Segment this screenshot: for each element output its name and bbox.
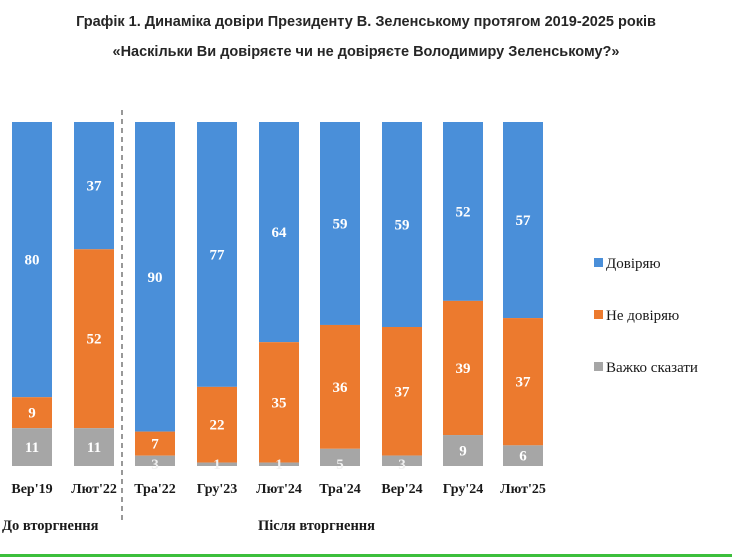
data-label: 52 <box>87 332 102 348</box>
data-label: 37 <box>395 384 411 400</box>
bar-segment <box>259 462 299 466</box>
data-label: 52 <box>456 204 471 220</box>
data-label: 11 <box>87 440 101 456</box>
data-label: 35 <box>272 395 287 411</box>
bar-segment <box>320 122 360 325</box>
x-tick-label: Тра'24 <box>319 482 360 497</box>
bar-segment <box>320 448 360 466</box>
data-label: 57 <box>516 213 532 229</box>
group-label: Після вторгнення <box>258 518 375 534</box>
bar-segment <box>382 327 422 456</box>
x-tick-label: Тра'22 <box>134 482 175 497</box>
chart-subtitle: «Наскільки Ви довіряєте чи не довіряєте … <box>112 44 620 60</box>
data-label: 36 <box>333 380 349 396</box>
data-label: 9 <box>459 444 467 460</box>
data-label: 77 <box>210 247 226 263</box>
bar-segment <box>503 445 543 466</box>
data-label: 37 <box>87 179 103 195</box>
data-label: 64 <box>272 225 288 241</box>
bar-segment <box>197 122 237 387</box>
x-tick-label: Гру'24 <box>443 482 484 497</box>
data-label: 59 <box>333 216 348 232</box>
bar-segment <box>12 122 52 398</box>
bar-segment <box>197 386 237 463</box>
bar-segment <box>382 455 422 466</box>
group-label: До вторгнення <box>2 518 99 534</box>
bar-segment <box>259 122 299 343</box>
x-tick-label: Вер'24 <box>381 482 422 497</box>
legend-swatch <box>594 310 603 319</box>
data-label: 59 <box>395 218 410 234</box>
x-axis-ticks: Вер'19 Лют'22 Тра'22 Гру'23 Лют'24 Тра'24 Вер'… <box>11 482 545 497</box>
bar-segment <box>135 431 175 456</box>
bar-segment <box>135 455 175 466</box>
legend-label: Важко сказати <box>606 360 698 376</box>
bar-segment <box>135 122 175 432</box>
bar-segment <box>197 462 237 466</box>
data-label: 9 <box>28 406 36 422</box>
legend-label: Не довіряю <box>606 308 679 324</box>
bar-segment <box>382 122 422 328</box>
bar-segment <box>12 397 52 429</box>
bar-segment <box>74 249 114 429</box>
bar-segment <box>74 428 114 466</box>
legend: Довіряю Не довіряю Важко сказати <box>594 256 698 376</box>
x-tick-label: Гру'23 <box>197 482 238 497</box>
bar-segment <box>503 122 543 319</box>
x-tick-label: Лют'25 <box>500 482 546 497</box>
x-tick-label: Вер'19 <box>11 482 52 497</box>
data-label: 22 <box>210 418 225 434</box>
legend-label: Довіряю <box>606 256 661 272</box>
bar-segment <box>503 318 543 446</box>
x-tick-label: Лют'24 <box>256 482 302 497</box>
x-tick-label: Лют'22 <box>71 482 117 497</box>
legend-swatch <box>594 258 603 267</box>
data-label: 7 <box>151 437 159 453</box>
bar-segment <box>320 324 360 449</box>
data-label: 6 <box>519 449 527 465</box>
data-label: 37 <box>516 375 532 391</box>
data-label: 3 <box>398 457 406 473</box>
data-label: 11 <box>25 440 39 456</box>
bar-segment <box>443 122 483 301</box>
legend-swatch <box>594 362 603 371</box>
bar-segment <box>443 435 483 466</box>
group-labels: До вторгнення Після вторгнення <box>2 518 375 534</box>
data-label: 80 <box>25 253 40 269</box>
data-label: 1 <box>213 457 221 473</box>
bar-segment <box>74 122 114 250</box>
data-label: 3 <box>151 457 159 473</box>
data-label: 90 <box>148 270 163 286</box>
data-label: 5 <box>336 457 344 473</box>
data-label: 1 <box>275 457 283 473</box>
bar-segment <box>259 342 299 463</box>
chart-title: Графік 1. Динаміка довіри Президенту В. … <box>76 14 656 30</box>
data-label: 39 <box>456 361 471 377</box>
bottom-accent-line <box>0 554 732 557</box>
bars-layer: 80 9 11 37 52 11 90 7 3 77 22 1 64 35 1 59 36 5 59 37 3 52 39 9… <box>12 122 543 473</box>
bar-segment <box>443 300 483 436</box>
bar-segment <box>12 428 52 466</box>
